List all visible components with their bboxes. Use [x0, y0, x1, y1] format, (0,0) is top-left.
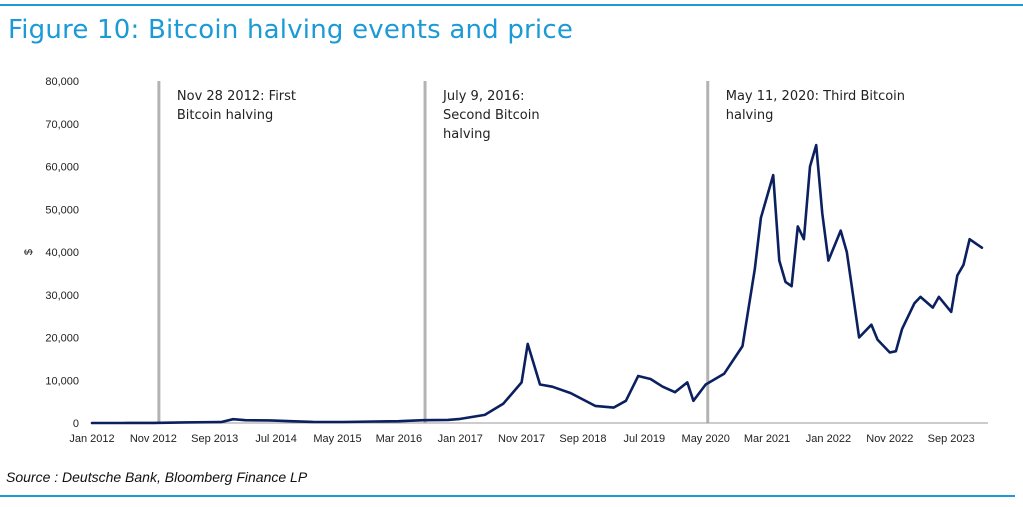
- top-rule: [0, 4, 1023, 6]
- x-tick-label: Sep 2013: [191, 433, 238, 445]
- x-tick-label: May 2020: [682, 433, 730, 445]
- halving-annotations: Nov 28 2012: First Bitcoin halving July 9,…: [177, 89, 905, 142]
- x-tick-label: Nov 2022: [866, 433, 913, 445]
- halving-annotation: Nov 28 2012: First Bitcoin halving: [177, 89, 296, 123]
- halving-annotation: July 9, 2016: Second Bitcoin halving: [442, 89, 540, 142]
- page-title: Figure 10: Bitcoin halving events and pr…: [8, 15, 574, 45]
- halving-lines: [157, 81, 710, 423]
- series-group: [90, 143, 984, 425]
- y-tick-label: 60,000: [45, 162, 79, 174]
- y-axis-title: $: [23, 249, 35, 255]
- x-axis: Jan 2012 Nov 2012 Sep 2013 Jul 2014 May 2015…: [69, 422, 988, 445]
- x-tick-label: Nov 2017: [498, 433, 545, 445]
- y-tick-label: 80,000: [45, 76, 79, 88]
- y-tick-label: 20,000: [45, 333, 79, 345]
- x-tick-label: Jan 2012: [69, 433, 114, 445]
- bottom-rule: [0, 495, 1015, 497]
- x-tick-label: Mar 2021: [744, 433, 790, 445]
- source-note: Source : Deutsche Bank, Bloomberg Financ…: [6, 469, 308, 485]
- y-tick-label: 70,000: [45, 119, 79, 131]
- x-tick-label: Jan 2022: [806, 433, 851, 445]
- x-tick-label: May 2015: [313, 433, 361, 445]
- x-tick-label: Nov 2012: [130, 433, 177, 445]
- x-tick-label: Mar 2016: [376, 433, 422, 445]
- y-tick-label: 40,000: [45, 247, 79, 259]
- halving-annotation: May 11, 2020: Third Bitcoin halving: [726, 89, 905, 123]
- y-tick-label: 0: [73, 418, 79, 430]
- x-tick-label: Jul 2014: [255, 433, 297, 445]
- x-tick-label: Sep 2018: [559, 433, 606, 445]
- x-tick-label: Sep 2023: [928, 433, 975, 445]
- y-tick-label: 30,000: [45, 290, 79, 302]
- x-tick-label: Jan 2017: [438, 433, 483, 445]
- series-line-bitcoin-price: [90, 143, 984, 425]
- x-tick-label: Jul 2019: [624, 433, 666, 445]
- y-axis: 0 10,000 20,000 30,000 40,000 50,000 60,000 70,…: [23, 76, 79, 430]
- y-tick-label: 10,000: [45, 375, 79, 387]
- y-tick-label: 50,000: [45, 204, 79, 216]
